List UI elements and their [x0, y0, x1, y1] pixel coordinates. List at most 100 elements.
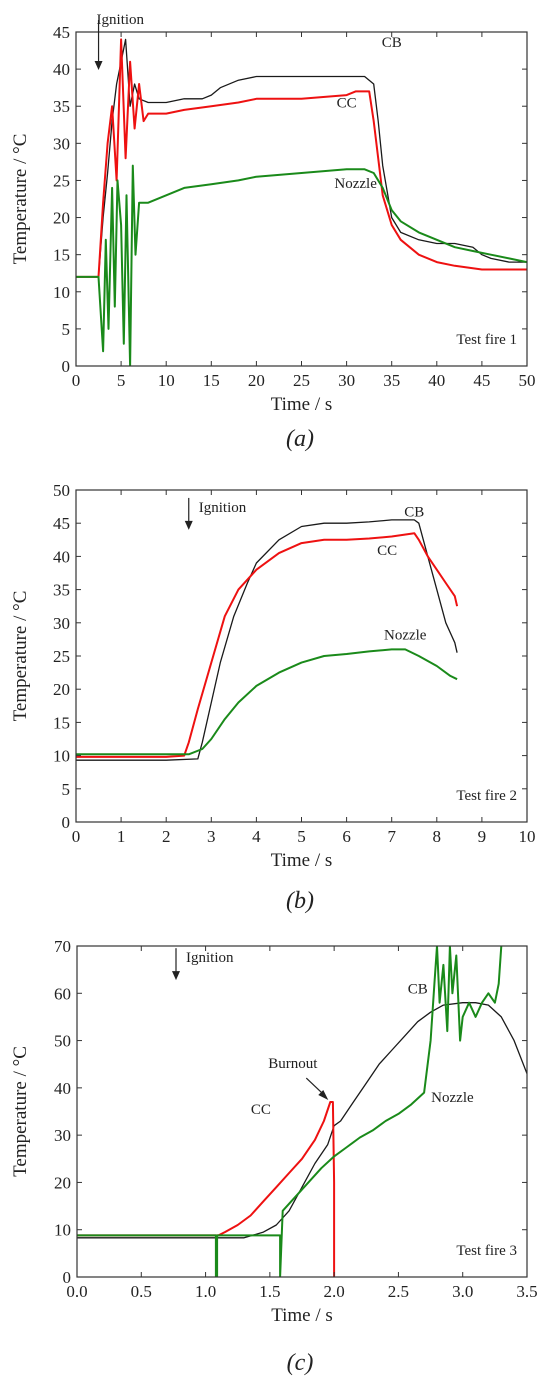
series-label-cb: CB [408, 981, 428, 997]
y-tick-label: 40 [53, 60, 70, 79]
series-label-cc: CC [337, 96, 357, 112]
y-tick-label: 30 [54, 1126, 71, 1145]
y-tick-label: 5 [62, 320, 71, 339]
x-tick-label: 50 [519, 371, 536, 390]
x-tick-label: 8 [433, 827, 442, 846]
ignition-arrow-head [94, 61, 103, 70]
x-tick-label: 2.5 [388, 1282, 409, 1301]
series-label-cb: CB [404, 505, 424, 521]
series-line-nozzle [77, 946, 503, 1277]
plot-frame [76, 945, 528, 1278]
x-tick-label: 5 [117, 371, 126, 390]
y-tick-label: 10 [53, 283, 70, 302]
y-tick-label: 60 [54, 984, 71, 1003]
x-tick-label: 0.0 [66, 1282, 87, 1301]
plot-frame [75, 489, 528, 823]
y-tick-label: 45 [53, 514, 70, 533]
series-label-cc: CC [251, 1102, 271, 1118]
y-tick-label: 40 [54, 1079, 71, 1098]
x-tick-label: 2 [162, 827, 171, 846]
x-tick-label: 30 [338, 371, 355, 390]
y-tick-label: 20 [53, 680, 70, 699]
series-line-nozzle [76, 648, 458, 756]
y-tick-label: 15 [53, 246, 70, 265]
y-tick-label: 10 [53, 747, 70, 766]
x-tick-label: 0.5 [131, 1282, 152, 1301]
series-line-cb [76, 519, 458, 761]
series-line-cb [76, 38, 527, 278]
plot-frame [75, 31, 528, 367]
x-tick-label: 5 [297, 827, 306, 846]
y-tick-label: 50 [53, 481, 70, 500]
x-axis-title: Time / s [271, 850, 333, 871]
ignition-label: Ignition [97, 12, 145, 28]
series-label-cb: CB [382, 35, 402, 51]
x-tick-label: 4 [252, 827, 261, 846]
x-tick-label: 3.5 [516, 1282, 537, 1301]
series-label-nozzle: Nozzle [384, 627, 427, 643]
ignition-arrow-head [184, 520, 193, 530]
test-fire-label: Test fire 3 [456, 1243, 517, 1259]
series-line-cc [77, 1101, 336, 1277]
y-tick-label: 35 [53, 97, 70, 116]
ignition-label: Ignition [199, 500, 247, 516]
ignition-arrow-head [172, 971, 180, 981]
x-tick-label: 9 [478, 827, 487, 846]
y-tick-label: 45 [53, 23, 70, 42]
series-line-cc [76, 532, 459, 758]
panel-b-caption: (b) [286, 888, 314, 914]
x-tick-label: 45 [473, 371, 490, 390]
x-tick-label: 25 [293, 371, 310, 390]
panel-c-caption: (c) [287, 1350, 314, 1376]
series-label-nozzle: Nozzle [431, 1090, 474, 1106]
y-axis-title: Temperature / °C [10, 591, 31, 722]
x-tick-label: 7 [387, 827, 396, 846]
series-line-cc [76, 38, 527, 278]
x-tick-label: 35 [383, 371, 400, 390]
x-tick-label: 1 [117, 827, 126, 846]
x-tick-label: 1.5 [259, 1282, 280, 1301]
x-axis-title: Time / s [271, 1305, 333, 1326]
test-fire-label: Test fire 2 [456, 788, 517, 804]
burnout-label: Burnout [268, 1056, 318, 1072]
y-tick-label: 40 [53, 547, 70, 566]
x-tick-label: 40 [428, 371, 445, 390]
y-tick-label: 50 [54, 1032, 71, 1051]
y-tick-label: 0 [62, 357, 71, 376]
y-tick-label: 70 [54, 937, 71, 956]
ignition-label: Ignition [186, 950, 234, 966]
y-tick-label: 25 [53, 647, 70, 666]
panel-a-caption: (a) [286, 426, 314, 452]
y-tick-label: 20 [54, 1173, 71, 1192]
x-tick-label: 2.0 [324, 1282, 345, 1301]
y-tick-label: 0 [63, 1268, 72, 1287]
burnout-arrow-head [318, 1090, 329, 1101]
x-tick-label: 20 [248, 371, 265, 390]
panel-a-chart: CB CC Nozzle 0 5 10 15 20 25 30 35 40 45 50 0 5 10 15 20 25… [10, 12, 536, 415]
y-axis-title: Temperature / °C [10, 134, 31, 265]
y-tick-label: 35 [53, 581, 70, 600]
y-tick-label: 15 [53, 713, 70, 732]
y-tick-label: 0 [62, 813, 71, 832]
series-line-nozzle [76, 164, 527, 366]
y-tick-label: 30 [53, 134, 70, 153]
y-tick-label: 5 [62, 780, 71, 799]
x-tick-label: 3.0 [452, 1282, 473, 1301]
panel-c-chart: CB CC Nozzle 0.0 0.5 1.0 1.5 2.0 2.5 3.0 3.5 0 10 20 3… [10, 937, 538, 1326]
x-tick-label: 10 [158, 371, 175, 390]
series-label-cc: CC [377, 543, 397, 559]
x-tick-label: 6 [342, 827, 351, 846]
x-tick-label: 3 [207, 827, 216, 846]
x-tick-label: 10 [519, 827, 536, 846]
y-tick-label: 25 [53, 171, 70, 190]
y-axis-title: Temperature / °C [10, 1046, 31, 1177]
y-tick-label: 30 [53, 614, 70, 633]
y-tick-label: 10 [54, 1221, 71, 1240]
x-tick-label: 0 [72, 827, 81, 846]
x-tick-label: 0 [72, 371, 81, 390]
series-label-nozzle: Nozzle [334, 176, 377, 192]
x-tick-label: 1.0 [195, 1282, 216, 1301]
y-tick-label: 20 [53, 209, 70, 228]
